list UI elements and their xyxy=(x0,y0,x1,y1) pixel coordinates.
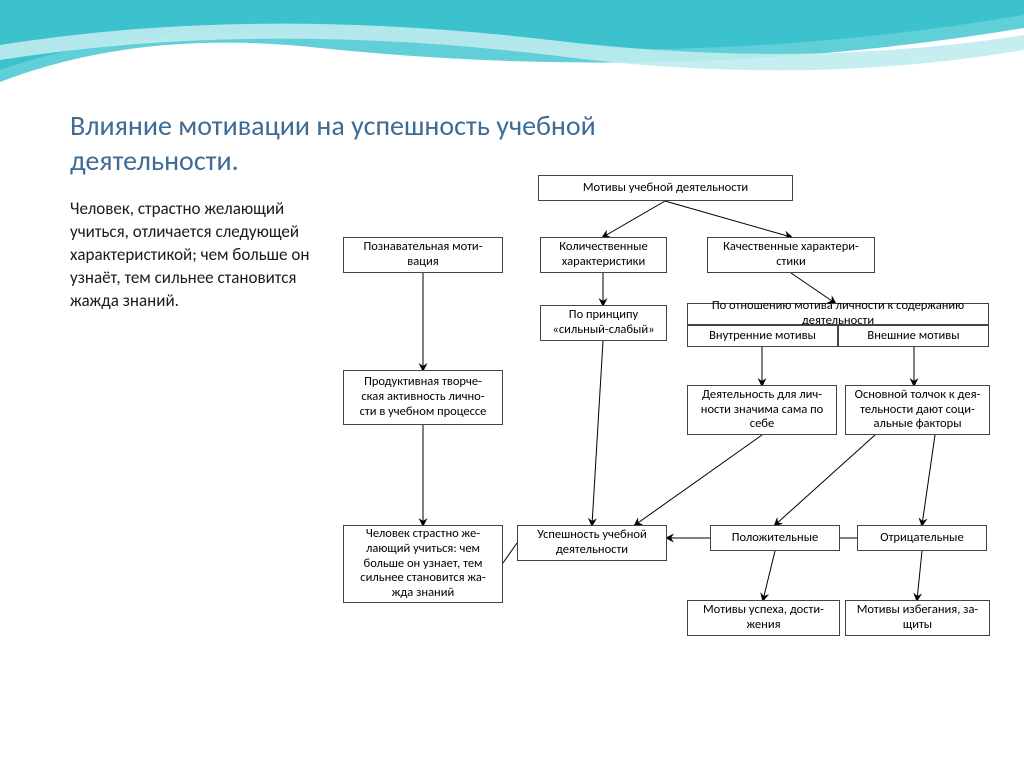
edge-root-kol xyxy=(603,201,665,237)
node-vnutr: Внутренние мотивы xyxy=(687,325,838,347)
edge-root-kach xyxy=(665,201,791,237)
node-otn: По отношению мотива личности к содержани… xyxy=(687,303,989,325)
node-prin: По принципу«сильный-слабый» xyxy=(540,305,667,341)
edge-pol-motusp xyxy=(763,551,775,600)
edge-chelstr-usp xyxy=(503,543,517,563)
node-vnesh: Внешние мотивы xyxy=(838,325,989,347)
node-osntol: Основной толчок к дея-тельности дают соц… xyxy=(845,385,990,435)
node-motusp: Мотивы успеха, дости-жения xyxy=(687,600,840,636)
slide-title: Влияние мотивации на успешность учебной … xyxy=(70,108,690,178)
edge-deyat-usp xyxy=(635,435,762,525)
edge-osntol-otr xyxy=(922,435,935,525)
node-otr: Отрицательные xyxy=(857,525,987,551)
node-usp: Успешность учебнойдеятельности xyxy=(517,525,667,561)
flowchart-diagram: Мотивы учебной деятельности Количественны… xyxy=(335,175,995,695)
node-kol: Количественные характеристики xyxy=(540,237,667,273)
node-root: Мотивы учебной деятельности xyxy=(538,175,793,201)
slide-description: Человек, страстно желающий учиться, отли… xyxy=(70,198,325,313)
node-poznm: Познавательная моти-вация xyxy=(343,237,503,273)
node-kach: Качественные характери-стики xyxy=(707,237,875,273)
node-prod: Продуктивная творче-ская активность личн… xyxy=(343,370,503,425)
node-deyat: Деятельность для лич-ности значима сама … xyxy=(687,385,837,435)
decorative-swoosh xyxy=(0,0,1024,90)
slide-title-block: Влияние мотивации на успешность учебной … xyxy=(70,108,690,178)
node-motizb: Мотивы избегания, за-щиты xyxy=(845,600,990,636)
edge-osntol-pol xyxy=(775,435,875,525)
node-pol: Положительные xyxy=(710,525,840,551)
edge-prin-usp xyxy=(592,341,603,525)
node-chelstr: Человек страстно же-лающий учиться: чемб… xyxy=(343,525,503,603)
edge-otr-motizb xyxy=(917,551,922,600)
